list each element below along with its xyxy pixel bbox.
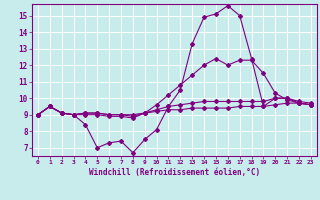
X-axis label: Windchill (Refroidissement éolien,°C): Windchill (Refroidissement éolien,°C) [89,168,260,177]
